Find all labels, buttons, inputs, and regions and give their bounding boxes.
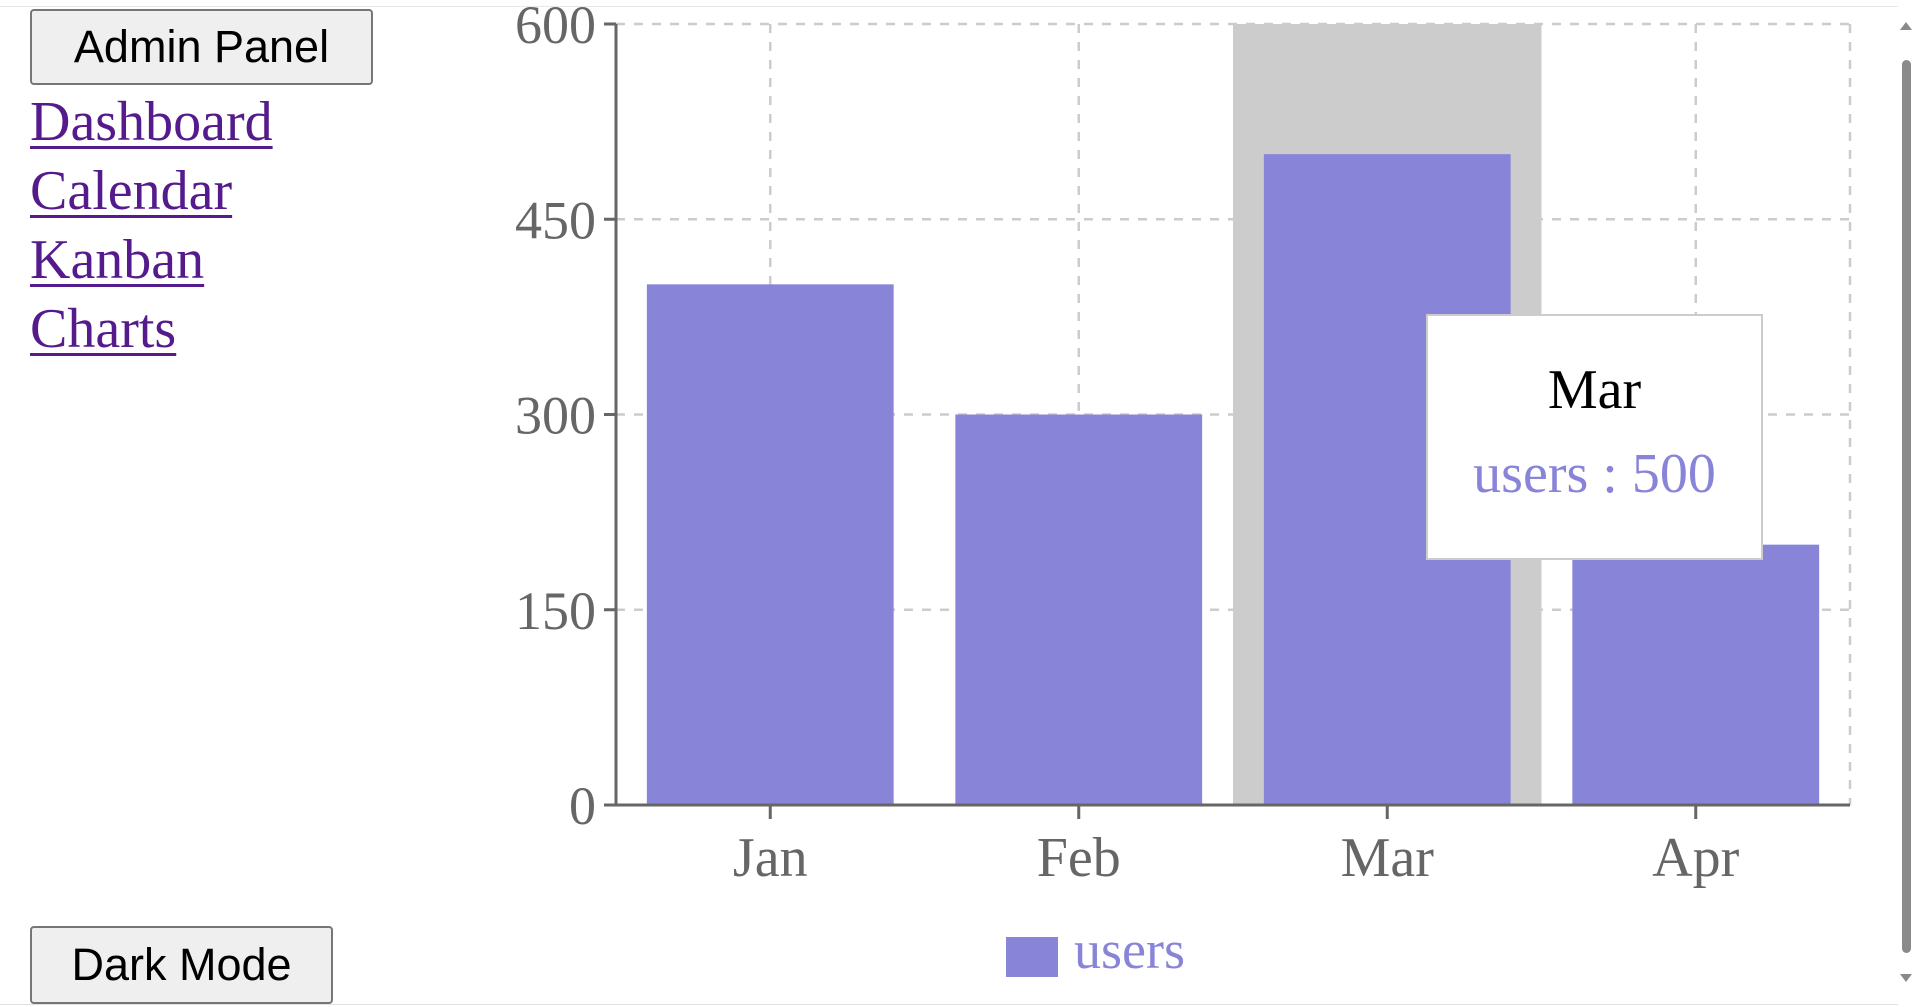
vertical-scrollbar[interactable] [1898, 0, 1915, 1007]
y-tick-label-600: 600 [515, 0, 596, 55]
legend-label-users: users [1074, 920, 1185, 980]
nav-link-calendar[interactable]: Calendar [30, 160, 233, 222]
tooltip-value: users : 500 [1473, 443, 1716, 505]
nav-link-charts[interactable]: Charts [30, 298, 177, 360]
sidebar-nav: Dashboard Calendar Kanban Charts [30, 88, 273, 364]
scroll-up-arrow-icon[interactable] [1900, 22, 1912, 30]
scroll-down-arrow-icon[interactable] [1900, 974, 1912, 982]
tooltip-label: Mar [1547, 359, 1642, 421]
bar-feb [955, 414, 1203, 805]
nav-link-dashboard[interactable]: Dashboard [30, 91, 273, 153]
bar-apr [1572, 544, 1820, 805]
dark-mode-button[interactable]: Dark Mode [30, 926, 333, 1004]
x-tick-label-mar: Mar [1341, 827, 1435, 889]
nav-link-kanban[interactable]: Kanban [30, 229, 205, 291]
admin-panel-button[interactable]: Admin Panel [30, 9, 373, 85]
bottom-divider [0, 1004, 1898, 1005]
scrollbar-thumb[interactable] [1902, 60, 1911, 953]
legend-square-icon [1006, 937, 1058, 977]
top-divider [0, 6, 1898, 7]
y-tick-label-150: 150 [515, 581, 596, 641]
y-tick-label-300: 300 [515, 386, 596, 446]
x-tick-label-jan: Jan [733, 827, 808, 889]
bar-jan [646, 284, 894, 805]
y-tick-label-450: 450 [515, 190, 596, 250]
x-tick-label-apr: Apr [1652, 827, 1739, 889]
x-tick-label-feb: Feb [1037, 827, 1121, 889]
chart-tooltip: Mar users : 500 [1426, 314, 1763, 560]
y-tick-label-0: 0 [569, 776, 596, 836]
